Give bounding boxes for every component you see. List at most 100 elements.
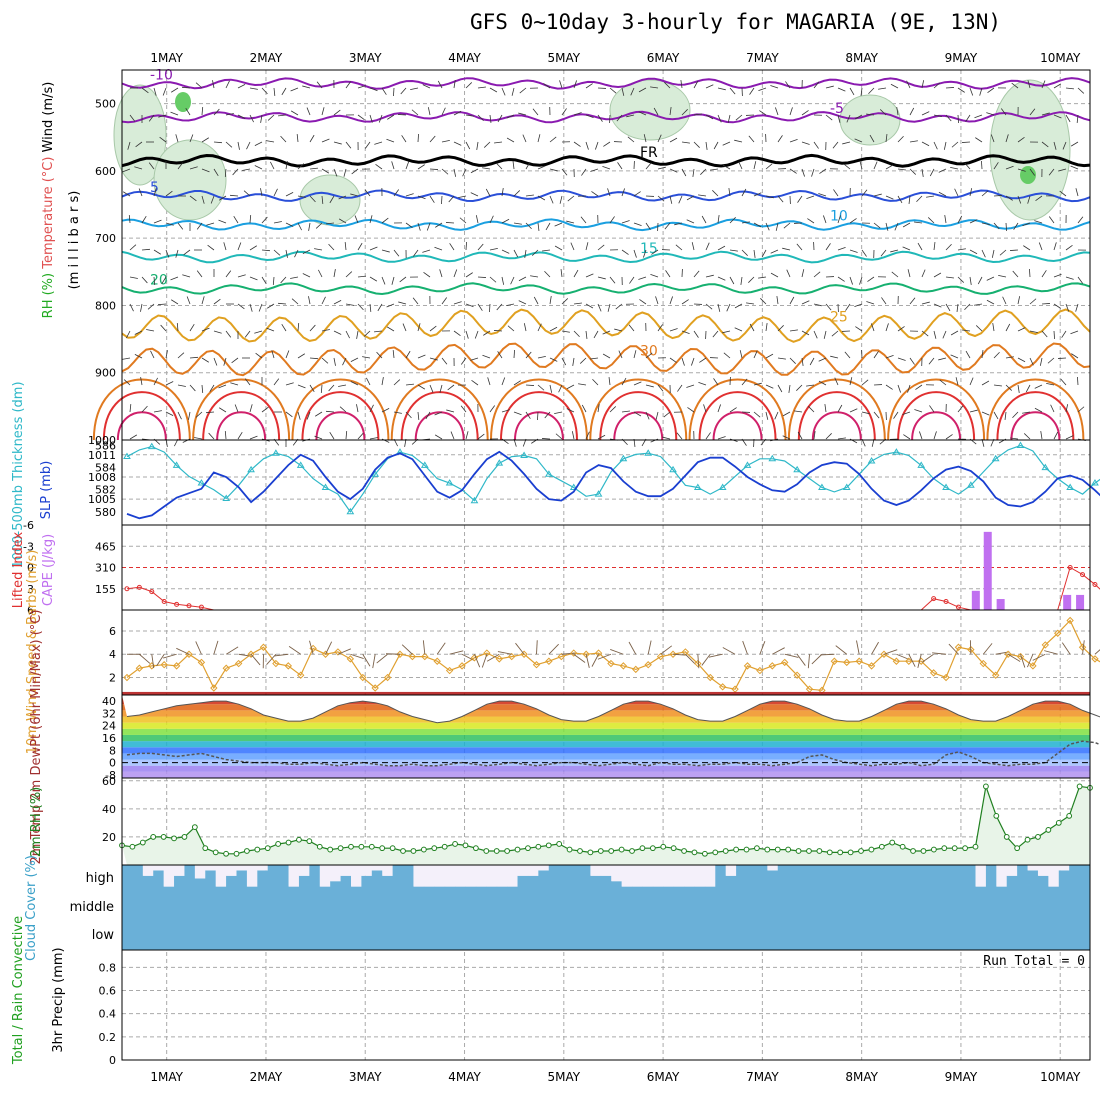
wind-barb: [134, 166, 143, 170]
wind-barb: [525, 351, 532, 359]
wind-barb: [1013, 222, 1019, 230]
wind-barb: [554, 222, 563, 227]
wind-barb: [1039, 357, 1043, 366]
wind-point: [532, 661, 541, 669]
wind-barb: [465, 114, 474, 117]
wind-barb: [849, 87, 855, 96]
wind-barb: [974, 114, 983, 119]
wind-point: [756, 666, 764, 675]
wind-barb: [698, 382, 707, 386]
wind-barb: [401, 135, 407, 143]
wind-barb: [250, 653, 261, 666]
wind-barb: [151, 654, 155, 669]
wind-barb: [129, 434, 138, 440]
cloud-high-bar: [777, 865, 789, 892]
cloud-high-bar: [1027, 870, 1039, 892]
pressure-tick: 600: [95, 165, 116, 178]
wind-point: [520, 650, 528, 658]
rh-point: [296, 836, 302, 843]
cloud-ylabel: Cloud Cover (%): [24, 855, 39, 961]
isotherm-loop: [887, 378, 986, 441]
cloud-gap: [382, 865, 394, 876]
cloud-gap: [194, 865, 206, 879]
rh-point: [275, 841, 282, 847]
wind-barb: [501, 377, 506, 386]
wind-barb: [489, 276, 497, 283]
wind-barb: [603, 141, 611, 147]
wind-barb: [459, 217, 467, 224]
wind-barb: [297, 384, 306, 389]
wind-barb: [1058, 168, 1067, 172]
wind-barb: [138, 188, 143, 197]
wind-barb: [692, 168, 695, 177]
isotherm-loop: [390, 378, 489, 441]
rh-point: [649, 845, 656, 852]
wind-barb: [345, 330, 350, 339]
rh-point: [826, 849, 833, 856]
wind-barb: [653, 107, 659, 116]
wind-barb: [871, 323, 875, 332]
wind-barb: [693, 330, 699, 338]
wind-point: [1091, 655, 1099, 663]
wind-barb: [885, 355, 894, 359]
wind-barb: [617, 162, 623, 170]
wind-barb: [717, 87, 726, 91]
wind-point: [197, 658, 206, 667]
li-point: [174, 601, 180, 607]
wind-barb: [681, 357, 685, 366]
wind-barb: [784, 653, 799, 658]
wind-barb: [261, 87, 268, 95]
wind-barb: [123, 191, 131, 197]
wind-point: [1054, 629, 1062, 637]
wind-barb: [621, 87, 625, 96]
wind-barb: [537, 195, 546, 201]
wind-barb: [993, 162, 999, 170]
wind-barb: [573, 302, 582, 305]
cloud-high-bar: [684, 886, 695, 892]
wind-barb: [844, 351, 851, 359]
wind-barb: [1059, 190, 1067, 197]
wind-barb: [357, 85, 366, 89]
wind-barb: [580, 216, 587, 224]
wind-barb: [321, 168, 330, 174]
cloud-high-bar: [444, 886, 456, 892]
wind-barb: [417, 384, 426, 390]
wind-barb: [450, 431, 455, 440]
wind-barb: [951, 141, 959, 148]
thickness-point: [867, 457, 876, 464]
wind-barb: [761, 249, 767, 258]
rh-point: [764, 846, 771, 853]
wind-barb: [806, 195, 815, 199]
slp-tick: 1008: [88, 471, 116, 484]
slp-line: [126, 450, 1100, 520]
wind-barb: [801, 269, 805, 278]
wind-barb: [782, 435, 791, 440]
panel-frame: [121, 949, 1091, 1061]
wind-barb: [441, 297, 448, 305]
rh-shading: [839, 94, 901, 146]
wind-barb: [837, 247, 846, 251]
wind-barb: [470, 192, 479, 197]
wind-barb: [549, 168, 558, 172]
wind-barb: [789, 107, 793, 116]
cape-tick: 310: [95, 562, 116, 575]
wind-barb: [439, 384, 443, 393]
wind-barb: [808, 406, 815, 413]
wind-barb: [573, 141, 581, 147]
wind-barb: [777, 384, 783, 393]
wind-barb: [537, 411, 539, 421]
wind-barb: [717, 436, 726, 440]
wind-point: [929, 669, 938, 677]
pressure-tick: 700: [95, 232, 116, 245]
thickness-point: [296, 461, 305, 468]
cloud-gap: [632, 865, 643, 887]
thickness-point: [222, 494, 231, 502]
thickness-point: [272, 449, 280, 456]
wind-barb: [818, 380, 827, 386]
wind-ylabel: 10m Wind Speed & Barbs (m/s): [25, 550, 40, 755]
isotherm-loop: [613, 411, 664, 441]
isotherm-label: -5: [830, 101, 844, 117]
wind-barb: [1075, 303, 1079, 312]
wind-barb: [818, 357, 827, 362]
wind-barb: [201, 168, 210, 173]
